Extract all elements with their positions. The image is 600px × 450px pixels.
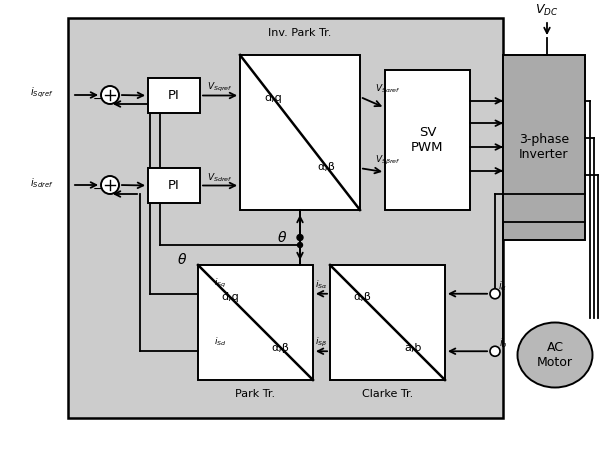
Bar	[330, 265, 445, 380]
Text: $V_{DC}$: $V_{DC}$	[535, 2, 559, 18]
Text: AC
Motor: AC Motor	[537, 341, 573, 369]
Bar	[68, 18, 503, 418]
Ellipse shape	[517, 323, 593, 387]
Bar	[503, 55, 585, 240]
Text: $i_{S\beta}$: $i_{S\beta}$	[316, 336, 328, 349]
Bar	[198, 265, 313, 380]
Circle shape	[101, 86, 119, 104]
Text: SV
PWM: SV PWM	[411, 126, 444, 154]
Text: $i_{\alpha}$: $i_{\alpha}$	[499, 279, 508, 292]
Text: $\theta$: $\theta$	[277, 230, 287, 245]
Bar	[148, 78, 200, 113]
Circle shape	[297, 234, 303, 240]
Text: PI: PI	[168, 179, 180, 192]
Text: Clarke Tr.: Clarke Tr.	[362, 389, 413, 399]
Bar	[240, 55, 360, 210]
Circle shape	[101, 176, 119, 194]
Text: $V_{Sqref}$: $V_{Sqref}$	[207, 81, 233, 94]
Circle shape	[490, 346, 500, 356]
Text: −: −	[93, 93, 103, 105]
Text: Inv. Park Tr.: Inv. Park Tr.	[268, 28, 332, 38]
Bar	[148, 168, 200, 203]
Text: $i_{Sdref}$: $i_{Sdref}$	[30, 176, 53, 190]
Text: d,q: d,q	[221, 292, 239, 302]
Text: 3-phase
Inverter: 3-phase Inverter	[519, 134, 569, 162]
Text: $V_{S\beta ref}$: $V_{S\beta ref}$	[375, 153, 401, 166]
Text: α,β: α,β	[317, 162, 335, 171]
Text: $V_{Sdref}$: $V_{Sdref}$	[207, 171, 233, 184]
Text: $i_{Sd}$: $i_{Sd}$	[214, 335, 226, 347]
Text: $i_{Sq}$: $i_{Sq}$	[214, 277, 226, 290]
Circle shape	[490, 289, 500, 299]
Text: $i_{b}$: $i_{b}$	[499, 336, 508, 350]
Bar	[385, 70, 470, 210]
Text: d,q: d,q	[265, 94, 283, 104]
Text: −: −	[93, 183, 103, 195]
Text: PI: PI	[168, 89, 180, 102]
Text: $\theta$: $\theta$	[177, 252, 187, 267]
Text: α,β: α,β	[353, 292, 371, 302]
Text: $V_{S\alpha ref}$: $V_{S\alpha ref}$	[375, 83, 401, 95]
Text: $i_{Sqref}$: $i_{Sqref}$	[30, 86, 53, 100]
Text: Park Tr.: Park Tr.	[235, 389, 275, 399]
Text: a,b: a,b	[404, 343, 421, 353]
Text: α,β: α,β	[272, 343, 290, 353]
Circle shape	[298, 243, 302, 248]
Text: $i_{S\alpha}$: $i_{S\alpha}$	[315, 279, 328, 291]
